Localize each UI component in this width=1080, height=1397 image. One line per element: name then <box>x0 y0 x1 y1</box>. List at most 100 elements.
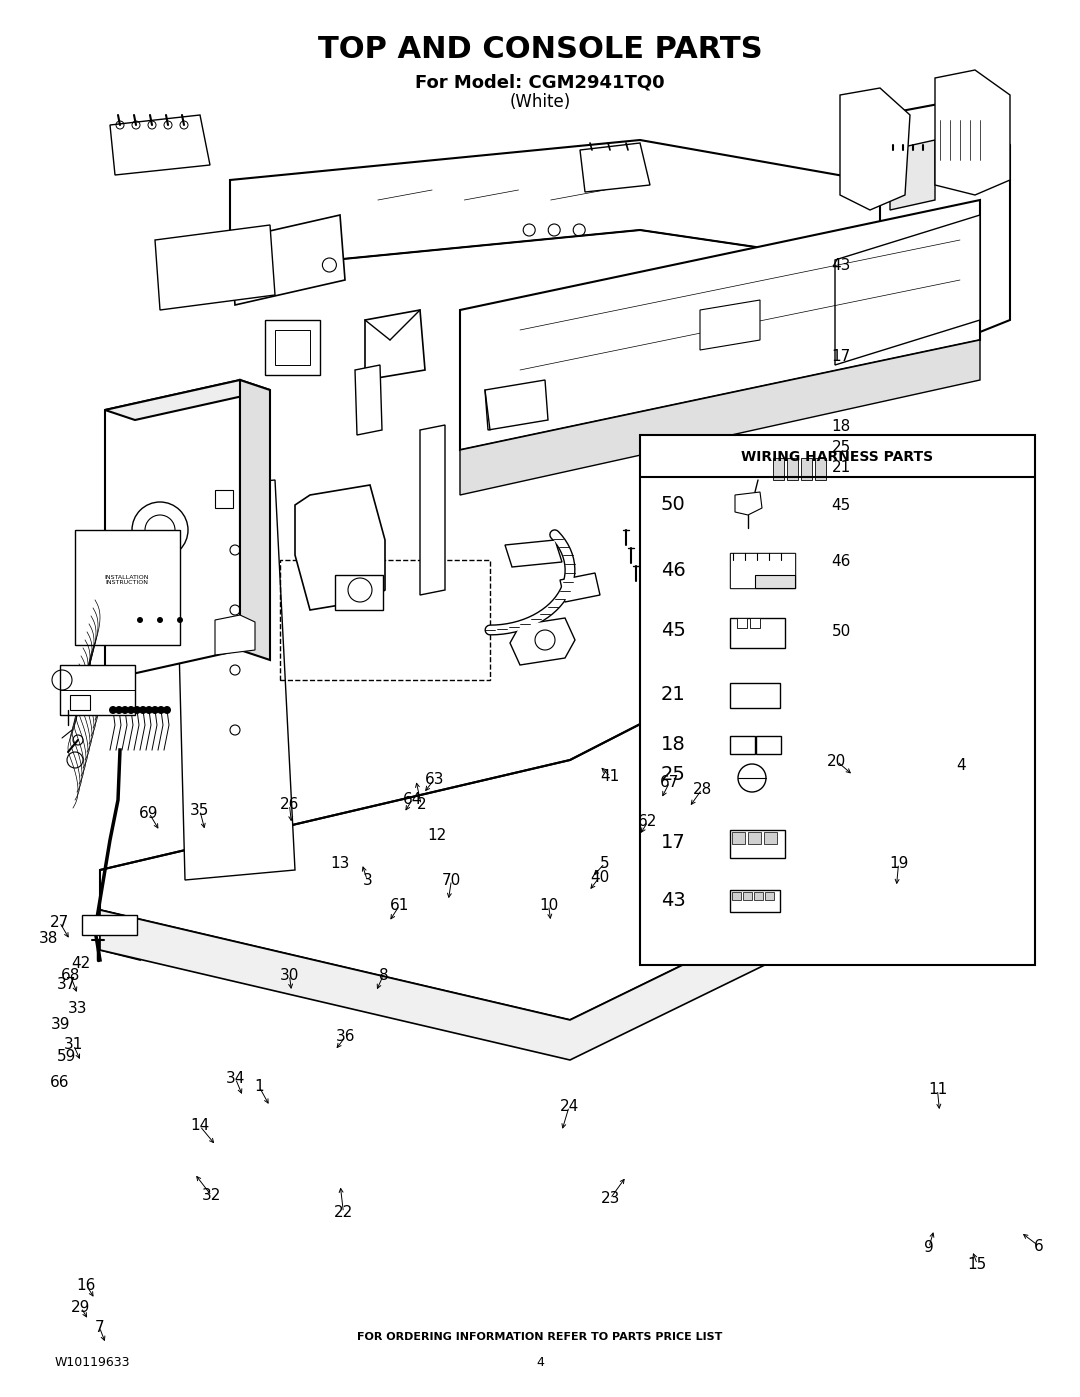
Bar <box>743 893 752 900</box>
Polygon shape <box>110 115 210 175</box>
Bar <box>801 458 812 481</box>
Bar <box>770 455 835 504</box>
Bar <box>335 576 383 610</box>
Text: 13: 13 <box>330 856 350 870</box>
Text: 2: 2 <box>417 798 426 812</box>
Text: 9: 9 <box>923 1241 934 1255</box>
Text: (White): (White) <box>510 94 570 110</box>
Polygon shape <box>561 573 600 602</box>
Polygon shape <box>460 339 980 495</box>
Polygon shape <box>880 101 1010 339</box>
Bar <box>75 529 180 645</box>
Polygon shape <box>700 300 760 351</box>
Text: 38: 38 <box>39 932 58 946</box>
Text: 5: 5 <box>600 856 609 870</box>
Bar <box>82 915 137 935</box>
Polygon shape <box>365 310 426 380</box>
Bar <box>730 736 755 754</box>
Text: 43: 43 <box>832 258 851 272</box>
Polygon shape <box>230 215 345 305</box>
Text: 11: 11 <box>928 1083 947 1097</box>
Text: 17: 17 <box>661 833 686 852</box>
Polygon shape <box>175 481 295 880</box>
Bar <box>787 458 798 481</box>
Text: 27: 27 <box>50 915 69 929</box>
Polygon shape <box>840 88 910 210</box>
Text: 15: 15 <box>968 1257 987 1271</box>
Text: 66: 66 <box>50 1076 69 1090</box>
Circle shape <box>127 705 135 714</box>
Text: 22: 22 <box>334 1206 353 1220</box>
Polygon shape <box>156 225 275 310</box>
Text: 40: 40 <box>590 870 609 884</box>
Circle shape <box>157 617 163 623</box>
Circle shape <box>177 617 183 623</box>
Text: 62: 62 <box>638 814 658 828</box>
Text: 42: 42 <box>71 957 91 971</box>
Polygon shape <box>890 140 935 210</box>
Bar <box>275 330 310 365</box>
Text: 24: 24 <box>559 1099 579 1113</box>
Text: 41: 41 <box>600 770 620 784</box>
Polygon shape <box>295 485 384 610</box>
Text: 23: 23 <box>600 1192 620 1206</box>
Bar <box>754 893 762 900</box>
Text: 29: 29 <box>71 1301 91 1315</box>
Text: 33: 33 <box>68 1002 87 1016</box>
Text: 14: 14 <box>190 1119 210 1133</box>
Bar <box>730 617 785 648</box>
Bar <box>280 560 490 680</box>
Text: 30: 30 <box>280 968 299 982</box>
Polygon shape <box>485 380 548 430</box>
Text: INSTALLATION
INSTRUCTION: INSTALLATION INSTRUCTION <box>105 574 149 585</box>
Text: 1: 1 <box>255 1080 264 1094</box>
Text: 45: 45 <box>661 620 686 640</box>
Bar <box>640 434 1035 965</box>
Bar <box>750 510 966 650</box>
Polygon shape <box>420 425 445 595</box>
Text: 39: 39 <box>51 1017 70 1031</box>
Polygon shape <box>460 200 980 450</box>
Polygon shape <box>355 365 382 434</box>
Text: 43: 43 <box>661 890 686 909</box>
Circle shape <box>157 705 165 714</box>
Polygon shape <box>215 615 255 655</box>
Bar <box>773 458 784 481</box>
Text: 21: 21 <box>661 686 686 704</box>
Polygon shape <box>580 142 650 191</box>
Circle shape <box>109 705 117 714</box>
Polygon shape <box>935 70 1010 196</box>
Text: 69: 69 <box>139 806 159 820</box>
Text: 3: 3 <box>362 873 373 887</box>
Text: 8: 8 <box>379 968 388 982</box>
Text: 45: 45 <box>832 499 851 513</box>
Polygon shape <box>100 909 140 960</box>
Text: 32: 32 <box>202 1189 221 1203</box>
Polygon shape <box>835 215 980 365</box>
Circle shape <box>139 705 147 714</box>
Circle shape <box>114 705 123 714</box>
Polygon shape <box>735 492 762 515</box>
Polygon shape <box>100 820 980 1060</box>
Bar <box>60 665 135 715</box>
Polygon shape <box>105 380 240 680</box>
Bar <box>750 617 760 629</box>
Text: 46: 46 <box>661 560 686 580</box>
Polygon shape <box>100 550 980 1020</box>
Text: 4: 4 <box>536 1355 544 1369</box>
Text: 7: 7 <box>95 1320 104 1334</box>
Bar <box>815 458 826 481</box>
Bar <box>764 833 777 844</box>
Text: 68: 68 <box>60 968 80 982</box>
Text: 34: 34 <box>226 1071 245 1085</box>
Bar <box>730 830 785 858</box>
Text: 50: 50 <box>661 496 686 514</box>
Text: For Model: CGM2941TQ0: For Model: CGM2941TQ0 <box>415 73 665 91</box>
Text: 37: 37 <box>57 978 77 992</box>
Text: 25: 25 <box>832 440 851 454</box>
Text: 18: 18 <box>661 735 686 754</box>
Text: 59: 59 <box>57 1049 77 1063</box>
Bar <box>70 694 90 710</box>
Circle shape <box>163 705 171 714</box>
Bar <box>737 617 747 629</box>
